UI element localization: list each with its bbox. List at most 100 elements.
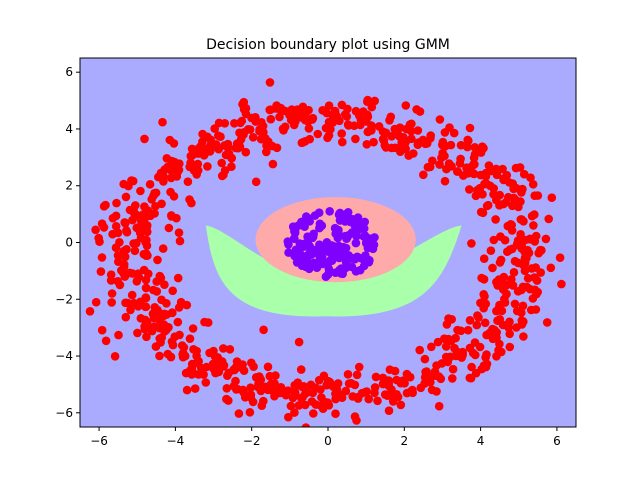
outer-ring-point (187, 198, 196, 208)
outer-ring-point (519, 317, 528, 326)
outer-ring-point (480, 318, 490, 328)
outer-ring-point (532, 289, 541, 299)
outer-ring-point (422, 367, 431, 376)
outer-ring-point (111, 222, 121, 231)
outer-ring-point (130, 246, 140, 256)
outer-ring-point (233, 143, 243, 153)
outer-ring-point (194, 357, 203, 366)
outer-ring-point (493, 281, 502, 290)
outer-ring-point (136, 186, 145, 196)
outer-ring-point (361, 387, 370, 397)
inner-cluster-point (359, 261, 369, 271)
outer-ring-point (162, 154, 172, 163)
outer-ring-point (354, 362, 364, 372)
outer-ring-point (251, 177, 261, 187)
outer-ring-point (203, 318, 213, 327)
outer-ring-point (223, 143, 233, 153)
outer-ring-point (114, 330, 123, 340)
outer-ring-point (304, 124, 314, 133)
outer-ring-point (276, 103, 286, 113)
outer-ring-point (471, 350, 480, 360)
outer-ring-point (95, 237, 104, 246)
outer-ring-point (323, 398, 332, 407)
outer-ring-point (198, 149, 208, 159)
outer-ring-point (421, 139, 430, 149)
y-tick-label: 2 (65, 179, 73, 193)
outer-ring-point (151, 202, 160, 211)
outer-ring-point (338, 137, 347, 147)
outer-ring-point (290, 381, 300, 390)
outer-ring-point (509, 268, 519, 277)
inner-cluster-point (297, 261, 307, 271)
outer-ring-point (546, 263, 556, 273)
outer-ring-point (475, 183, 485, 193)
inner-cluster-point (315, 223, 324, 233)
outer-ring-point (395, 123, 405, 132)
outer-ring-point (96, 267, 106, 276)
outer-ring-point (246, 383, 255, 393)
outer-ring-point (110, 352, 120, 361)
outer-ring-point (309, 409, 318, 418)
outer-ring-point (370, 96, 380, 106)
outer-ring-point (530, 191, 539, 200)
inner-cluster-point (302, 212, 311, 221)
outer-ring-point (297, 138, 307, 148)
outer-ring-point (127, 290, 137, 300)
outer-ring-point (343, 120, 353, 129)
outer-ring-point (440, 334, 449, 344)
outer-ring-point (178, 350, 187, 359)
inner-cluster-point (284, 248, 293, 257)
outer-ring-point (101, 336, 111, 346)
outer-ring-point (251, 373, 261, 382)
inner-cluster-point (333, 233, 343, 243)
outer-ring-point (440, 128, 450, 137)
outer-ring-point (453, 167, 463, 176)
inner-cluster-point (340, 217, 350, 226)
outer-ring-point (203, 162, 212, 171)
outer-ring-point (519, 169, 529, 179)
x-axis-ticks: −6 −4 −2 0 2 4 6 (90, 427, 561, 448)
outer-ring-point (392, 390, 401, 399)
outer-ring-point (402, 369, 412, 379)
outer-ring-point (471, 368, 481, 378)
outer-ring-point (268, 159, 278, 169)
outer-ring-point (438, 140, 447, 150)
outer-ring-point (270, 379, 279, 388)
outer-ring-point (384, 406, 394, 416)
outer-ring-point (313, 129, 323, 139)
inner-cluster-point (314, 208, 324, 217)
outer-ring-point (388, 397, 398, 406)
outer-ring-point (407, 119, 416, 129)
outer-ring-point (153, 255, 162, 265)
outer-ring-point (253, 382, 263, 392)
outer-ring-point (484, 161, 494, 170)
outer-ring-point (512, 183, 521, 193)
outer-ring-point (97, 325, 107, 335)
outer-ring-point (236, 135, 246, 144)
outer-ring-point (233, 363, 242, 372)
outer-ring-point (519, 217, 528, 226)
outer-ring-point (108, 229, 117, 239)
outer-ring-point (248, 133, 258, 142)
outer-ring-point (185, 334, 195, 344)
outer-ring-point (126, 305, 135, 315)
outer-ring-point (222, 394, 231, 404)
x-tick-label: −4 (167, 434, 185, 448)
outer-ring-point (121, 312, 131, 322)
outer-ring-point (300, 400, 310, 410)
outer-ring-point (481, 172, 491, 181)
outer-ring-point (437, 359, 447, 368)
inner-cluster-point (351, 238, 361, 248)
outer-ring-point (294, 401, 304, 410)
y-tick-label: −6 (55, 406, 73, 420)
outer-ring-point (196, 363, 206, 373)
outer-ring-point (164, 223, 174, 233)
y-tick-label: 0 (65, 236, 73, 250)
outer-ring-point (359, 107, 368, 116)
outer-ring-point (173, 317, 183, 327)
outer-ring-point (387, 132, 396, 141)
outer-ring-point (407, 134, 416, 144)
outer-ring-point (241, 147, 251, 157)
outer-ring-point (234, 409, 244, 418)
outer-ring-point (530, 273, 539, 282)
